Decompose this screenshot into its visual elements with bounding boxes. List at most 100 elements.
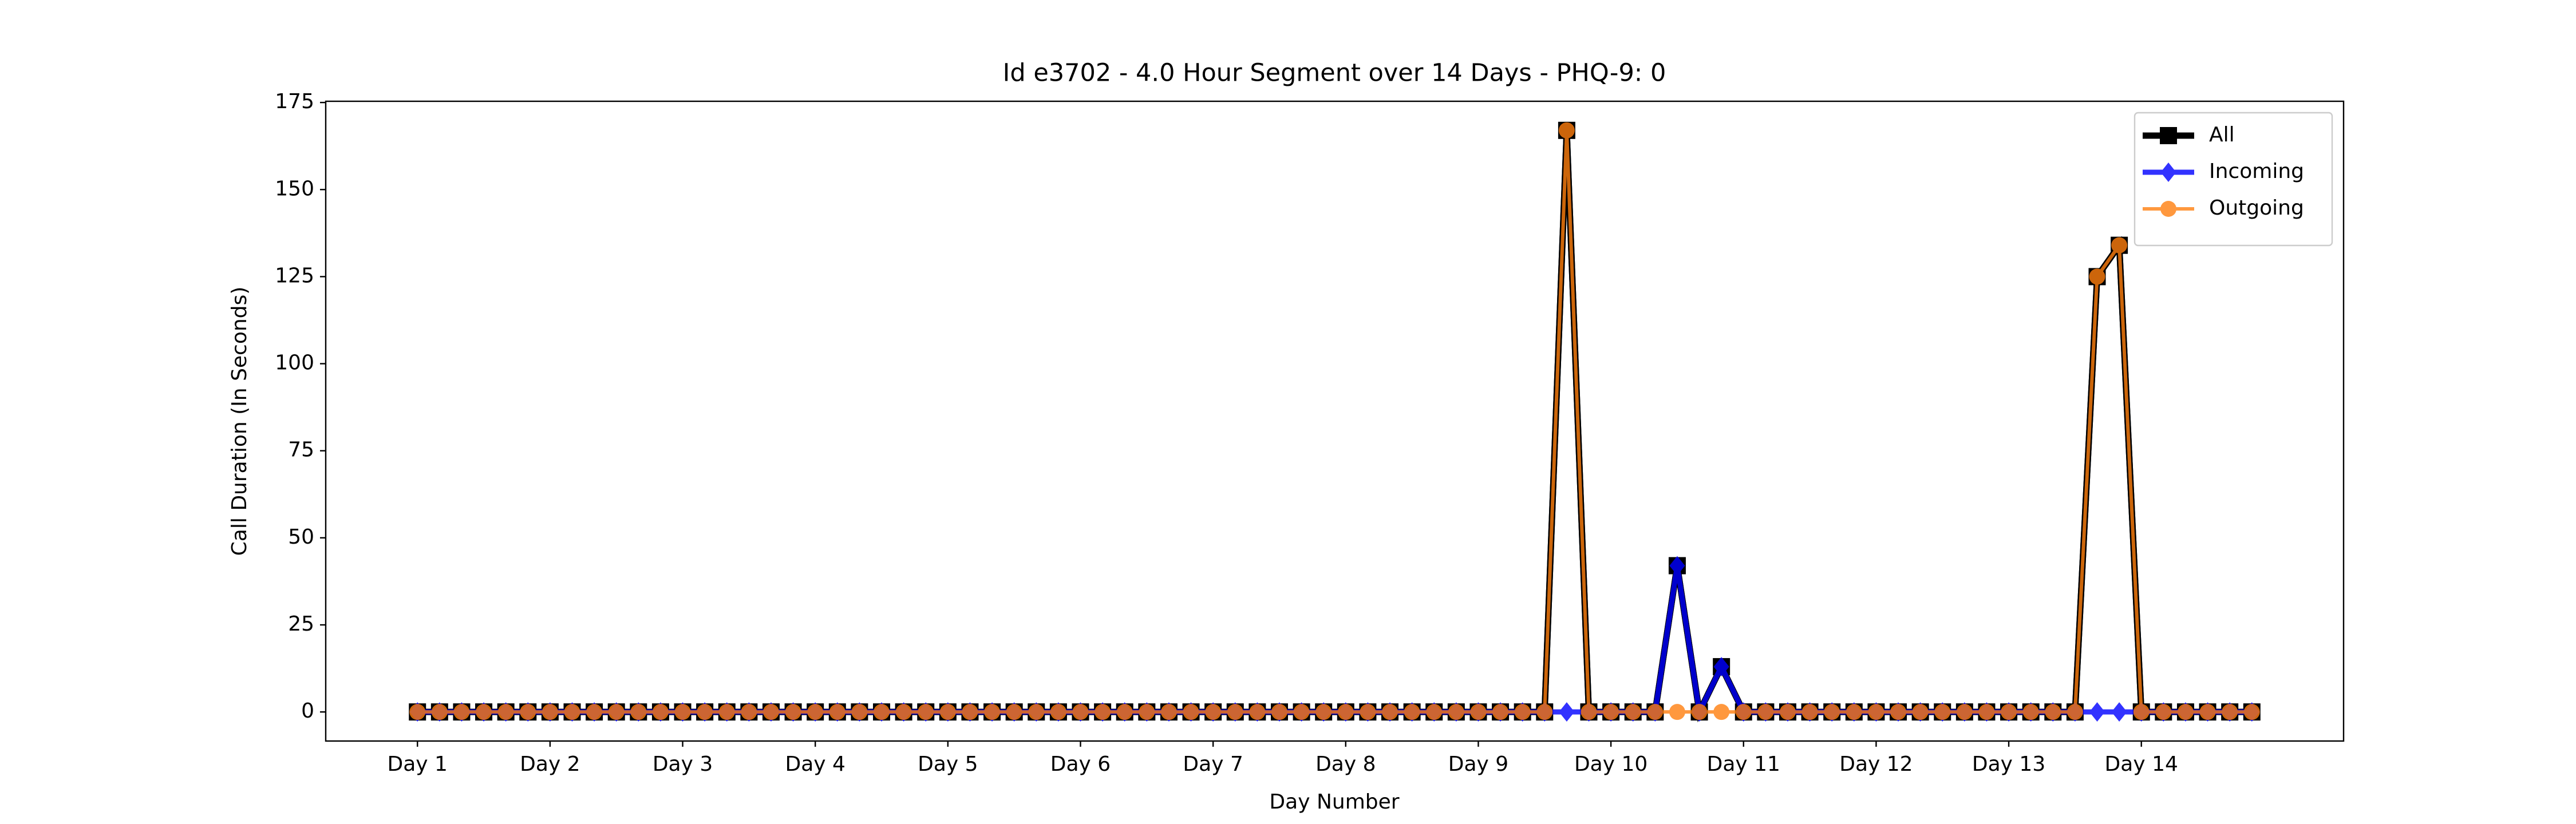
marker [1669, 556, 1685, 576]
marker [2155, 704, 2172, 720]
marker [895, 704, 912, 720]
y-tick-label: 50 [288, 525, 314, 549]
marker [1426, 704, 1443, 720]
marker [608, 704, 625, 720]
marker [431, 704, 448, 720]
marker [1183, 704, 1199, 720]
marker [542, 704, 558, 720]
marker [851, 704, 868, 720]
marker [1713, 704, 1730, 720]
series [409, 556, 2260, 722]
marker [1669, 704, 1685, 720]
marker [1271, 704, 1287, 720]
marker [564, 704, 580, 720]
marker [1536, 704, 1553, 720]
chart-title: Id e3702 - 4.0 Hour Segment over 14 Days… [1003, 59, 1666, 88]
marker [1514, 704, 1531, 720]
marker [476, 704, 492, 720]
marker [1028, 704, 1045, 720]
marker [785, 704, 801, 720]
x-tick-label: Day 9 [1448, 752, 1508, 776]
marker [1205, 704, 1222, 720]
marker [409, 704, 426, 720]
marker [829, 704, 846, 720]
marker [962, 704, 978, 720]
marker [1846, 704, 1862, 720]
marker [1757, 704, 1774, 720]
marker [1249, 704, 1266, 720]
x-tick-label: Day 14 [2105, 752, 2178, 776]
marker [1824, 704, 1840, 720]
marker [2111, 237, 2128, 253]
series-line [417, 128, 2252, 714]
marker [1603, 704, 1619, 720]
legend-label: Outgoing [2209, 196, 2304, 220]
marker [453, 704, 470, 720]
x-tick-label: Day 12 [1839, 752, 1913, 776]
marker [1779, 704, 1796, 720]
marker [1072, 704, 1089, 720]
x-tick-label: Day 5 [918, 752, 978, 776]
marker [2067, 704, 2083, 720]
marker [1691, 704, 1708, 720]
marker [1492, 704, 1509, 720]
marker [762, 704, 779, 720]
y-axis-label: Call Duration (In Seconds) [228, 287, 251, 556]
y-tick-label: 100 [275, 351, 314, 375]
marker [1868, 704, 1884, 720]
marker [2177, 704, 2194, 720]
marker [1912, 704, 1929, 720]
marker [2022, 704, 2039, 720]
legend-item [2143, 163, 2194, 182]
marker [2133, 704, 2150, 720]
marker [1160, 704, 1177, 720]
series-line [417, 563, 2252, 715]
marker [520, 704, 536, 720]
y-tick-label: 75 [288, 438, 314, 462]
marker [1713, 657, 1729, 677]
marker [1293, 704, 1310, 720]
marker [1315, 704, 1332, 720]
x-tick-label: Day 13 [1972, 752, 2045, 776]
series [409, 122, 2260, 720]
x-tick-label: Day 8 [1315, 752, 1376, 776]
marker [1978, 704, 1995, 720]
marker [1006, 704, 1022, 720]
marker [2089, 268, 2105, 285]
marker [586, 704, 603, 720]
marker [2001, 704, 2017, 720]
marker [1956, 704, 1973, 720]
marker [2089, 702, 2105, 722]
marker [2160, 201, 2176, 217]
marker [1735, 704, 1752, 720]
marker [1337, 704, 1354, 720]
marker [1558, 122, 1575, 138]
marker [807, 704, 824, 720]
legend-box [2134, 112, 2333, 247]
marker [1139, 704, 1155, 720]
marker [918, 704, 934, 720]
y-tick-label: 25 [288, 612, 314, 636]
legend-item [2143, 127, 2194, 144]
marker [1095, 704, 1111, 720]
marker [1625, 704, 1641, 720]
marker [2222, 704, 2238, 720]
marker [1559, 702, 1575, 722]
plot-frame [325, 100, 2345, 742]
marker [1934, 704, 1951, 720]
marker [1647, 704, 1664, 720]
y-tick-label: 0 [301, 699, 314, 723]
x-tick-label: Day 6 [1050, 752, 1111, 776]
x-tick-label: Day 7 [1183, 752, 1243, 776]
marker [1360, 704, 1376, 720]
marker [1404, 704, 1420, 720]
legend-label: All [2209, 123, 2235, 146]
series [409, 121, 2261, 723]
marker [652, 704, 669, 720]
marker [1581, 704, 1597, 720]
x-tick-label: Day 11 [1707, 752, 1780, 776]
y-tick-label: 150 [275, 177, 314, 200]
marker [2160, 163, 2176, 182]
marker [2243, 704, 2260, 720]
